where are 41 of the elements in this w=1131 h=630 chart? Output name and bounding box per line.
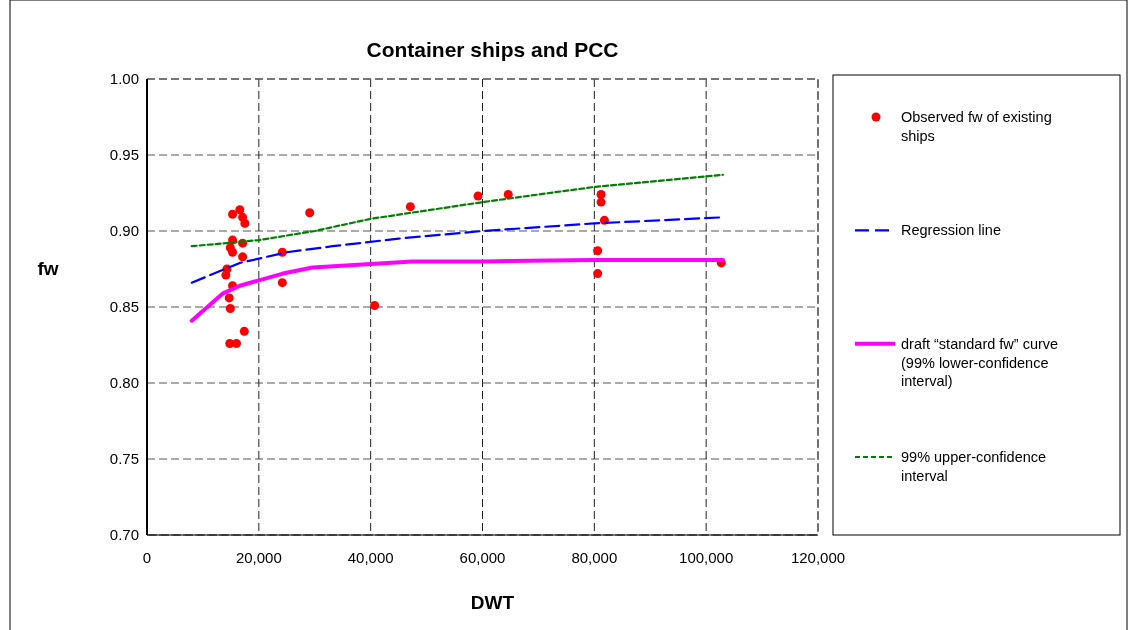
point (596, 190, 606, 200)
point (224, 293, 234, 303)
line-series (189, 257, 725, 323)
y-tick-label: 0.70 (109, 526, 139, 544)
point (240, 218, 250, 228)
y-tick-label: 1.00 (109, 70, 139, 88)
point (473, 191, 483, 201)
point (238, 252, 248, 262)
x-tick-label: 120,000 (790, 549, 846, 566)
legend-label: Regression line (901, 222, 1001, 239)
point (225, 304, 235, 314)
point (593, 269, 603, 279)
point (405, 202, 415, 212)
legend-label: Observed fw of existing ships (901, 109, 1052, 144)
y-tick-label: 0.80 (109, 374, 139, 392)
point (305, 208, 315, 218)
x-tick-label: 80,000 (571, 549, 618, 566)
y-tick-label: 0.85 (109, 298, 139, 316)
x-tick-label: 40,000 (347, 549, 394, 566)
point (235, 205, 245, 215)
y-tick-label: 0.90 (109, 222, 139, 240)
y-axis-title: fw (37, 257, 59, 279)
chart-title: Container ships and PCC (366, 38, 619, 61)
legend-label: 99% upper-confidence interval (901, 449, 1047, 484)
point (228, 209, 238, 219)
point (596, 197, 606, 207)
x-tick-label: 0 (142, 549, 152, 566)
legend-label: draft “standard fw” curve (99% lower-confidence interval) (901, 335, 1059, 390)
point (221, 270, 231, 280)
point (239, 326, 249, 336)
x-tick-label: 20,000 (235, 549, 282, 566)
x-tick-label: 100,000 (679, 549, 734, 566)
x-tick-label: 60,000 (459, 549, 506, 566)
y-tick-label: 0.75 (109, 450, 139, 468)
point (593, 246, 603, 256)
point (228, 247, 238, 257)
x-axis-title: DWT (470, 592, 515, 613)
point (370, 300, 380, 310)
point (277, 278, 287, 288)
y-tick-label: 0.95 (109, 146, 139, 164)
line-series (190, 173, 725, 248)
